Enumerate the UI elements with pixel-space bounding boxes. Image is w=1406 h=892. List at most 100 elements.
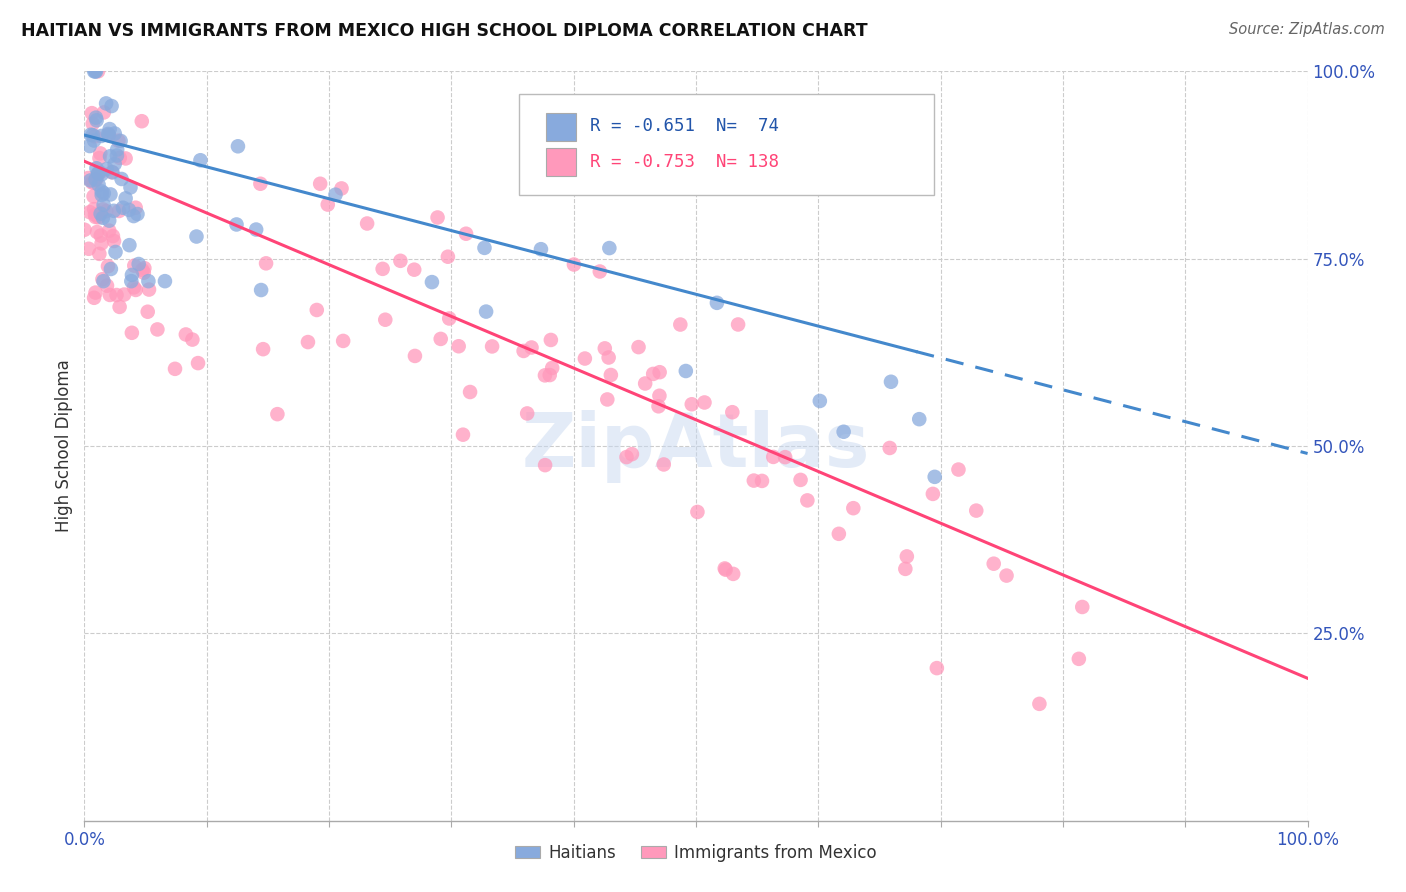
Point — [89, 146, 111, 161]
Point — [104, 244, 127, 259]
Point — [91, 272, 114, 286]
Point — [713, 561, 735, 575]
Point — [84, 111, 107, 125]
Point — [87, 211, 110, 225]
Point — [648, 365, 671, 379]
Point — [721, 566, 744, 581]
Point — [325, 187, 347, 202]
Point — [420, 275, 443, 289]
Point — [84, 285, 107, 300]
Point — [305, 303, 328, 318]
Point — [516, 406, 538, 420]
Point — [796, 493, 818, 508]
Point — [131, 114, 153, 128]
Point — [250, 283, 273, 297]
Point — [538, 368, 561, 382]
Point — [332, 334, 354, 348]
Point — [880, 375, 903, 389]
Point — [90, 188, 112, 202]
Point — [598, 241, 620, 255]
Point — [105, 143, 128, 157]
Point — [77, 171, 100, 186]
Point — [627, 340, 650, 354]
Point — [153, 274, 176, 288]
Point — [128, 257, 150, 271]
Point — [96, 278, 118, 293]
Point — [84, 210, 107, 224]
Point — [356, 217, 378, 231]
Point — [832, 425, 855, 439]
Point — [86, 113, 108, 128]
Point — [297, 334, 319, 349]
Point — [534, 458, 557, 472]
Point — [593, 342, 616, 356]
Point — [84, 129, 107, 144]
Point — [266, 407, 288, 421]
Point — [458, 384, 481, 399]
Point — [103, 203, 125, 218]
Point — [98, 149, 121, 163]
Point — [983, 557, 1005, 571]
Point — [104, 157, 127, 171]
Point — [83, 134, 105, 148]
Point — [82, 176, 104, 190]
Point — [894, 562, 917, 576]
Point — [447, 339, 470, 353]
Point — [512, 343, 534, 358]
Point — [371, 261, 394, 276]
Point — [73, 223, 96, 237]
Point — [90, 185, 112, 199]
Point — [163, 361, 186, 376]
Point — [714, 563, 737, 577]
Point — [131, 263, 153, 277]
Point — [84, 64, 107, 78]
Point — [98, 213, 121, 227]
Point — [808, 394, 831, 409]
Point — [91, 202, 114, 217]
Point — [93, 198, 115, 212]
Point — [1067, 652, 1090, 666]
Point — [451, 427, 474, 442]
Point — [122, 280, 145, 294]
Point — [924, 470, 946, 484]
Point — [908, 412, 931, 426]
Point — [374, 312, 396, 326]
Text: Source: ZipAtlas.com: Source: ZipAtlas.com — [1229, 22, 1385, 37]
Point — [669, 318, 692, 332]
Point — [107, 134, 129, 148]
Point — [90, 167, 112, 181]
Point — [127, 207, 149, 221]
Point — [87, 178, 110, 192]
Point — [84, 172, 107, 186]
Point — [828, 526, 851, 541]
Point — [599, 368, 621, 382]
Point — [309, 177, 332, 191]
Point — [118, 238, 141, 252]
Point — [773, 450, 796, 464]
Point — [643, 367, 665, 381]
Point — [77, 242, 100, 256]
Point — [101, 165, 124, 179]
Point — [789, 473, 811, 487]
Point — [530, 242, 553, 256]
Point — [101, 165, 124, 179]
Point — [226, 139, 249, 153]
Point — [125, 201, 148, 215]
Point — [97, 259, 120, 273]
Point — [125, 283, 148, 297]
Point — [762, 450, 785, 464]
Point — [93, 274, 115, 288]
Point — [84, 172, 107, 186]
Point — [83, 202, 105, 216]
Point — [98, 224, 121, 238]
Text: R = -0.651  N=  74: R = -0.651 N= 74 — [589, 117, 779, 135]
Point — [675, 364, 697, 378]
Point — [110, 134, 132, 148]
Point — [105, 148, 128, 162]
Point — [90, 228, 112, 243]
Point — [742, 474, 765, 488]
Point — [96, 161, 118, 176]
Point — [101, 229, 124, 244]
Point — [82, 128, 104, 142]
Point — [995, 568, 1018, 582]
